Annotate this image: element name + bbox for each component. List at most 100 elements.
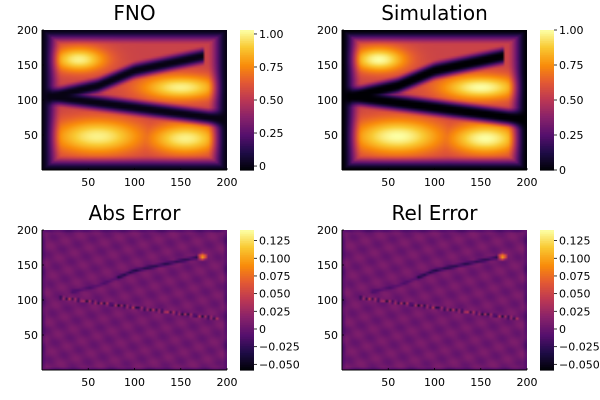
colorbar-segment — [540, 312, 554, 315]
colorbar-segment — [540, 129, 554, 133]
colorbar-segment — [240, 319, 254, 322]
colorbar-segment — [540, 51, 554, 54]
colorbar-tick-label: 0.50 — [559, 94, 584, 107]
colorbar: 0 0.25 0.50 0.75 1.00 — [540, 24, 584, 177]
y-tick-label: 200 — [317, 24, 338, 37]
colorbar-segment — [240, 268, 254, 271]
x-tick-label: 100 — [124, 176, 145, 189]
colorbar-segment — [540, 59, 554, 63]
colorbar-segment — [540, 237, 554, 240]
colorbar-segment — [540, 336, 554, 340]
colorbar-segment — [540, 244, 554, 247]
colorbar-segment — [540, 140, 554, 143]
colorbar-segment — [540, 72, 554, 75]
colorbar-segment — [540, 87, 554, 91]
colorbar-segment — [540, 333, 554, 336]
x-tick-label: 50 — [381, 176, 395, 189]
colorbar-segment — [540, 249, 554, 252]
colorbar-segment — [540, 147, 554, 150]
colorbar-segment — [240, 361, 254, 364]
colorbar-segment — [540, 84, 554, 87]
colorbar-segment — [240, 261, 254, 264]
colorbar-segment — [240, 364, 254, 368]
colorbar-segment — [240, 89, 254, 92]
colorbar-segment — [240, 301, 254, 305]
y-tick-label: 200 — [17, 224, 38, 237]
colorbar-segment — [540, 100, 554, 103]
colorbar-segment — [540, 133, 554, 136]
colorbar-segment — [540, 265, 554, 268]
panel-fno: 50 100 150 200 50 100 150 200 FNO 0 0.25 0.50 0.75 1.… — [17, 1, 284, 189]
colorbar-tick-label: 0.75 — [559, 59, 584, 72]
colorbar-segment — [540, 230, 554, 233]
colorbar-segment — [540, 96, 554, 99]
colorbar-segment — [240, 42, 254, 45]
colorbar-segment — [540, 314, 554, 317]
colorbar-segment — [240, 356, 254, 359]
colorbar-segment — [240, 157, 254, 161]
colorbar-segment — [240, 47, 254, 50]
colorbar-segment — [540, 49, 554, 52]
colorbar-segment — [240, 280, 254, 284]
colorbar-segment — [240, 122, 254, 126]
colorbar-segment — [540, 79, 554, 82]
y-tick-label: 100 — [17, 294, 38, 307]
colorbar-segment — [540, 75, 554, 78]
colorbar-segment — [540, 238, 554, 242]
colorbar-segment — [240, 312, 254, 315]
colorbar-segment — [240, 94, 254, 98]
colorbar-segment — [240, 30, 254, 33]
colorbar-segment — [540, 168, 554, 171]
colorbar-segment — [240, 335, 254, 338]
colorbar-segment — [240, 357, 254, 361]
colorbar-segment — [240, 305, 254, 308]
colorbar-tick-label: 0 — [259, 323, 266, 336]
colorbar-segment — [240, 287, 254, 291]
colorbar-segment — [240, 314, 254, 317]
colorbar-segment — [540, 235, 554, 238]
colorbar-segment — [240, 275, 254, 278]
colorbar-segment — [540, 319, 554, 322]
colorbar-segment — [540, 326, 554, 329]
colorbar-segment — [240, 84, 254, 87]
colorbar-segment — [540, 272, 554, 275]
x-tick-label: 50 — [81, 376, 95, 389]
colorbar-segment — [240, 259, 254, 263]
colorbar-segment — [540, 42, 554, 45]
colorbar-segment — [540, 56, 554, 59]
colorbar-segment — [240, 363, 254, 366]
colorbar-segment — [240, 166, 254, 169]
colorbar-segment — [540, 91, 554, 94]
colorbar-segment — [540, 107, 554, 110]
colorbar-segment — [240, 35, 254, 38]
colorbar-segment — [540, 280, 554, 284]
colorbar-segment — [540, 357, 554, 361]
colorbar-segment — [540, 82, 554, 85]
y-tick-label: 50 — [324, 329, 338, 342]
colorbar-segment — [240, 368, 254, 371]
colorbar-segment — [240, 70, 254, 73]
colorbar-segment — [240, 293, 254, 296]
colorbar-segment — [240, 256, 254, 259]
colorbar-segment — [540, 164, 554, 168]
colorbar-segment — [240, 322, 254, 326]
colorbar-segment — [240, 145, 254, 148]
colorbar-segment — [540, 342, 554, 345]
colorbar-segment — [240, 277, 254, 280]
colorbar-tick-label: −0.050 — [259, 358, 300, 371]
colorbar-segment — [540, 45, 554, 49]
colorbar-segment — [240, 61, 254, 64]
colorbar-segment — [240, 150, 254, 154]
colorbar-segment — [240, 140, 254, 143]
colorbar-segment — [540, 145, 554, 148]
colorbar-segment — [540, 166, 554, 169]
colorbar-segment — [540, 38, 554, 42]
colorbar-segment — [540, 77, 554, 80]
colorbar-segment — [540, 329, 554, 333]
colorbar-segment — [240, 237, 254, 240]
colorbar-segment — [540, 356, 554, 359]
colorbar-segment — [240, 345, 254, 348]
colorbar-segment — [540, 251, 554, 254]
colorbar-segment — [240, 31, 254, 35]
